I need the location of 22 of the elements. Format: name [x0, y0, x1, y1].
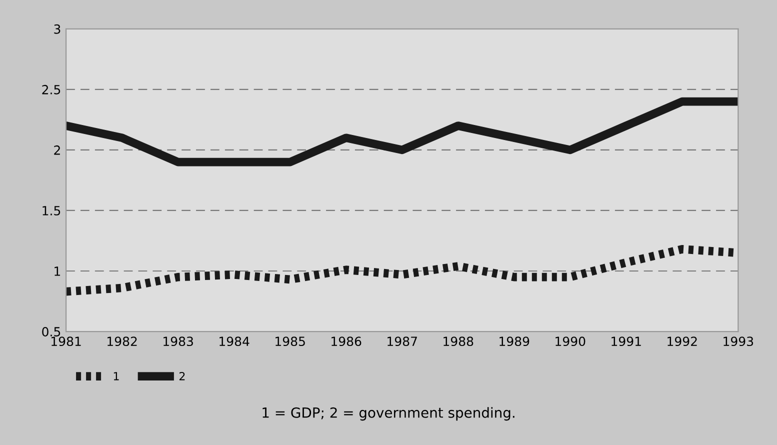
x-tick-label: 1981 [52, 336, 81, 346]
y-tick-label: 3 [54, 24, 60, 34]
x-tick-label: 1985 [276, 336, 305, 346]
x-tick-label: 1983 [164, 336, 193, 346]
text: 1 = GDP; 2 = government spending. [262, 407, 514, 421]
y-tick-label: 2.5 [42, 84, 60, 94]
y-tick-label: 1.5 [42, 206, 60, 216]
x-tick-label: 1990 [556, 336, 586, 346]
x-tick-label: 1982 [108, 336, 137, 346]
x-tick-label: 1989 [500, 336, 530, 346]
legend-label: 1 [114, 372, 119, 380]
x-tick-label: 1988 [444, 336, 474, 346]
x-tick-label: 1991 [612, 336, 641, 346]
y-tick-label: 1 [54, 266, 60, 276]
x-tick-label: 1987 [388, 336, 417, 346]
y-tick-label: 2 [54, 145, 60, 155]
x-tick-label: 1986 [332, 336, 362, 346]
x-tick-label: 1992 [668, 336, 697, 346]
legend-label: 2 [179, 372, 185, 380]
x-tick-label: 1984 [220, 336, 250, 346]
x-tick-label: 1993 [724, 336, 754, 346]
y-tick-label: 0.5 [42, 326, 60, 336]
